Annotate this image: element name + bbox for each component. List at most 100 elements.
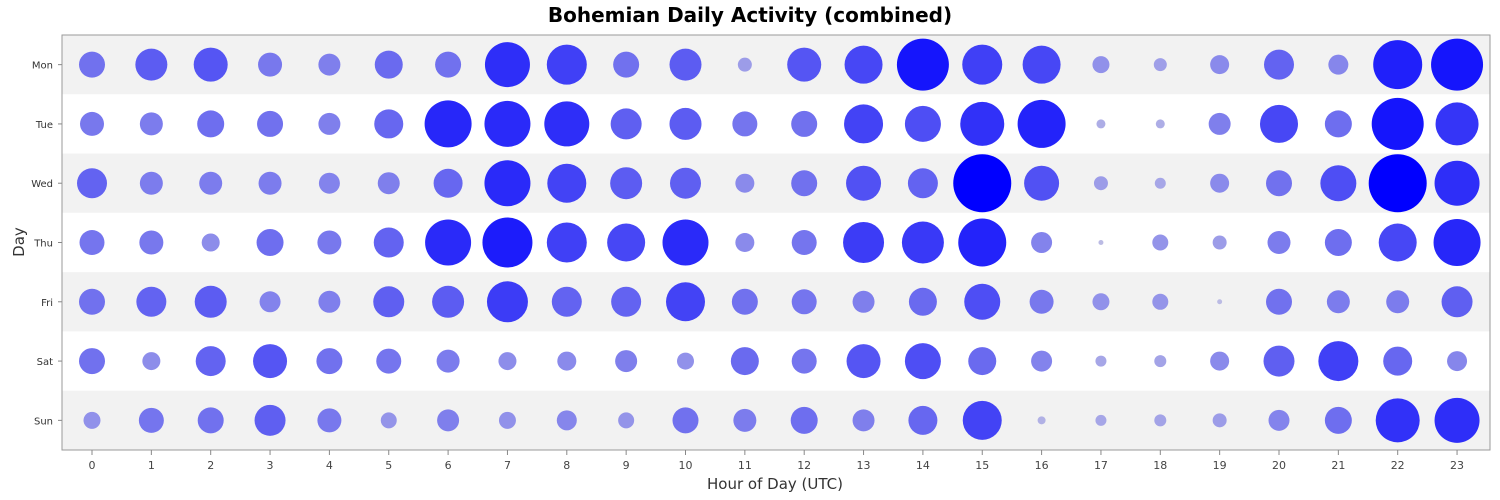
activity-bubble: [79, 230, 105, 255]
x-axis-title: Hour of Day (UTC): [707, 475, 843, 493]
activity-bubble: [968, 347, 997, 376]
activity-bubble: [484, 100, 531, 147]
x-tick-label: 22: [1391, 459, 1405, 472]
row-band: [62, 331, 1490, 391]
activity-bubble: [1031, 350, 1053, 372]
activity-bubble: [843, 222, 885, 263]
activity-bubble: [1328, 54, 1349, 75]
activity-bubble: [677, 352, 694, 370]
x-tick-label: 13: [857, 459, 871, 472]
activity-bubble: [908, 405, 938, 435]
activity-bubble: [1031, 232, 1053, 253]
activity-bubble: [142, 352, 161, 371]
activity-bubble: [136, 286, 167, 317]
activity-bubble: [1208, 112, 1231, 135]
activity-bubble: [374, 50, 403, 79]
row-band: [62, 212, 1490, 273]
activity-bubble: [1153, 58, 1167, 72]
row-band: [62, 35, 1490, 95]
activity-bubble: [557, 351, 577, 371]
activity-bubble: [669, 107, 702, 140]
activity-bubble: [253, 344, 288, 379]
activity-bubble: [138, 407, 164, 433]
activity-bubble: [546, 222, 587, 263]
y-tick-label: Sun: [34, 416, 53, 427]
x-tick-label: 1: [148, 459, 155, 472]
activity-bubble: [791, 110, 818, 137]
activity-bubble: [556, 410, 577, 431]
activity-bubble: [1093, 176, 1108, 191]
x-tick-label: 18: [1153, 459, 1167, 472]
activity-bubble: [258, 52, 283, 77]
row-band: [62, 94, 1490, 154]
activity-bubble: [1152, 293, 1169, 310]
activity-bubble: [1154, 355, 1167, 368]
activity-bubble: [317, 230, 342, 255]
activity-bubble: [964, 283, 1001, 320]
activity-bubble: [787, 47, 822, 82]
activity-bubble: [1154, 414, 1167, 427]
activity-bubble: [1373, 40, 1423, 90]
activity-bubble: [258, 171, 282, 195]
y-tick-label: Wed: [31, 179, 53, 190]
activity-bubble: [791, 289, 817, 315]
activity-bubble: [424, 100, 472, 148]
activity-bubble: [960, 101, 1005, 146]
activity-bubble: [546, 44, 587, 85]
activity-bubble: [613, 51, 640, 78]
activity-bubble: [256, 229, 284, 256]
y-axis-title: Day: [10, 227, 28, 257]
activity-bubble: [1386, 290, 1410, 314]
activity-bubble: [1029, 289, 1054, 314]
x-tick-label: 5: [385, 459, 392, 472]
activity-bubble: [1268, 409, 1290, 431]
activity-bubble: [79, 51, 105, 78]
activity-bubble: [844, 104, 884, 144]
activity-bubble: [254, 404, 286, 436]
activity-bubble: [1096, 119, 1106, 129]
activity-bubble: [1431, 38, 1484, 91]
activity-bubble: [257, 110, 284, 137]
activity-bubble: [377, 172, 400, 195]
activity-bubble: [1324, 406, 1352, 434]
activity-bubble: [433, 168, 463, 198]
activity-bubble: [318, 112, 341, 135]
activity-bubble: [316, 348, 343, 375]
activity-bubble: [735, 173, 755, 193]
x-tick-label: 4: [326, 459, 333, 472]
activity-bubble: [904, 105, 941, 142]
x-tick-label: 17: [1094, 459, 1108, 472]
x-tick-label: 21: [1331, 459, 1345, 472]
activity-bubble: [1212, 413, 1227, 428]
activity-bubble: [790, 406, 818, 434]
activity-bubble: [733, 408, 757, 432]
activity-bubble: [611, 286, 642, 317]
activity-bubble: [498, 411, 516, 429]
activity-bubble: [1320, 165, 1357, 202]
activity-bubble: [551, 286, 582, 317]
activity-bubble: [1326, 290, 1350, 314]
activity-bubble: [199, 171, 223, 195]
activity-bubble: [896, 38, 949, 91]
x-tick-label: 19: [1213, 459, 1227, 472]
activity-bubble: [1155, 119, 1165, 129]
activity-bubble: [484, 160, 531, 207]
x-tick-label: 9: [623, 459, 630, 472]
activity-bubble: [83, 411, 101, 429]
x-tick-label: 0: [89, 459, 96, 472]
x-tick-label: 15: [975, 459, 989, 472]
y-axis: Mon Tue Wed Thu Fri Sat Sun: [31, 61, 62, 427]
activity-bubble: [1267, 231, 1291, 254]
activity-bubble: [195, 346, 226, 377]
activity-bubble: [1266, 288, 1292, 315]
activity-bubble: [1435, 102, 1479, 146]
activity-bubble: [846, 344, 881, 379]
chart-title: Bohemian Daily Activity (combined): [548, 3, 952, 27]
activity-bubble: [436, 349, 460, 373]
activity-bubble: [373, 227, 404, 258]
activity-bubble: [373, 286, 405, 318]
activity-bubble: [1037, 416, 1046, 425]
activity-bubble: [1210, 351, 1230, 371]
activity-bubble: [1210, 55, 1230, 75]
activity-bubble: [1260, 104, 1298, 143]
